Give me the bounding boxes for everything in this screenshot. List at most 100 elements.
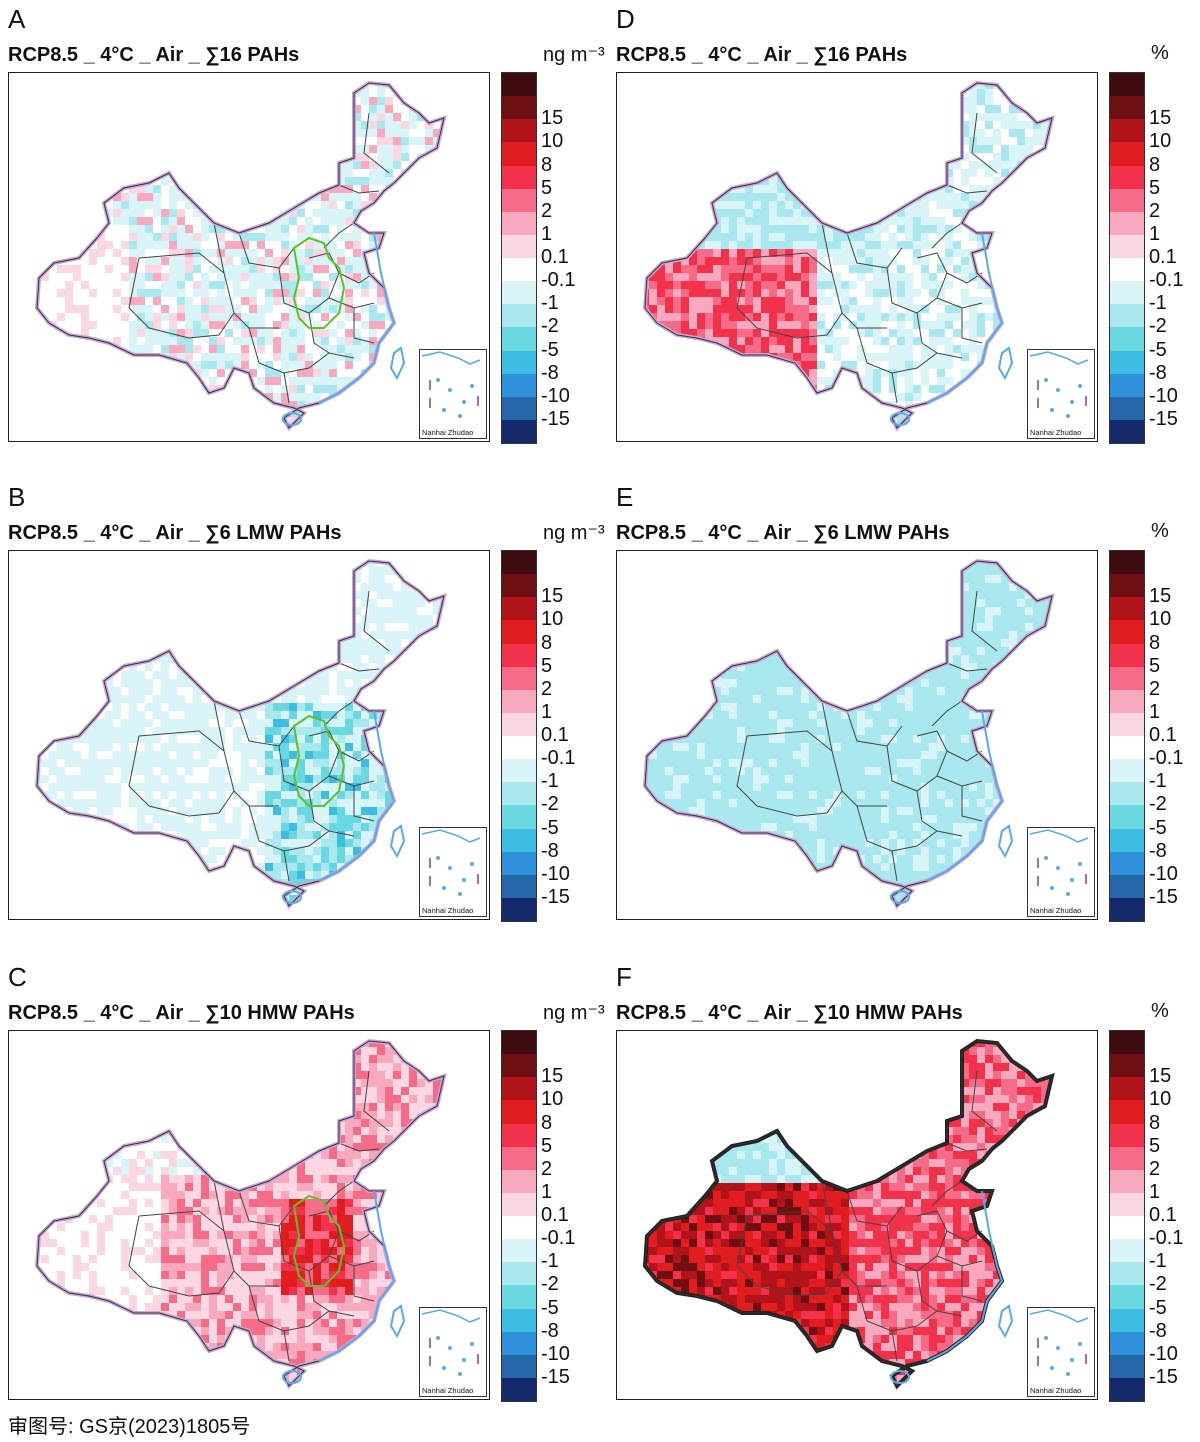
map-panel-f: F RCP8.5 _ 4°C _ Air _ ∑10 HMW PAHs% Nanha… bbox=[616, 962, 1200, 1432]
map-panel-d: D RCP8.5 _ 4°C _ Air _ ∑16 PAHs% Nanhai Zh… bbox=[616, 4, 1200, 474]
colorbar-tick-label: 15 bbox=[541, 585, 564, 608]
colorbar-tick-label: -8 bbox=[1149, 1319, 1167, 1342]
province-boundary bbox=[128, 1215, 235, 1297]
colorbar-tick-label: -1 bbox=[541, 770, 559, 793]
colorbar-tick-label: -15 bbox=[1149, 885, 1178, 908]
china-map bbox=[642, 558, 1055, 910]
colorbar-segment bbox=[1110, 373, 1144, 397]
map-panel-e: E RCP8.5 _ 4°C _ Air _ ∑6 LMW PAHs% Nanhai… bbox=[616, 482, 1200, 952]
province-boundary bbox=[916, 1270, 938, 1312]
province-boundary bbox=[238, 710, 295, 747]
province-boundary bbox=[846, 1190, 903, 1227]
province-boundary bbox=[338, 1230, 375, 1242]
colorbar-segment bbox=[1110, 281, 1144, 305]
province-boundary bbox=[248, 1285, 355, 1332]
province-boundary bbox=[308, 1270, 330, 1312]
colorbar-segment bbox=[502, 1216, 536, 1240]
colorbar-segment bbox=[1110, 1169, 1144, 1193]
province-boundary bbox=[138, 1210, 279, 1287]
province-boundary bbox=[353, 1266, 375, 1302]
colorbar-tick-label: 10 bbox=[1149, 1088, 1172, 1111]
highlight-region-boundary bbox=[292, 714, 346, 807]
colorbar-tick-label: -5 bbox=[1149, 1296, 1167, 1319]
colorbar-segment bbox=[1110, 142, 1144, 166]
colorbar-segment bbox=[1110, 234, 1144, 258]
colorbar-segment bbox=[1110, 1262, 1144, 1286]
province-boundary bbox=[946, 1142, 988, 1152]
colorbar-segment bbox=[502, 119, 536, 143]
colorbar-tick-label: -0.1 bbox=[541, 269, 576, 292]
colorbar-segment bbox=[1110, 73, 1144, 97]
province-boundary bbox=[338, 750, 375, 762]
colorbar-segment bbox=[1110, 350, 1144, 374]
colorbar-tick-label: -5 bbox=[541, 816, 559, 839]
legend-unit: ng m⁻³ bbox=[543, 522, 605, 544]
legend-unit: % bbox=[1151, 520, 1169, 542]
colorbar-segment bbox=[1110, 1077, 1144, 1101]
china-map bbox=[34, 80, 447, 432]
province-boundary bbox=[821, 222, 833, 274]
highlight-region-boundary bbox=[292, 1194, 346, 1287]
colorbar-segment bbox=[502, 1285, 536, 1309]
colorbar-segment bbox=[502, 1077, 536, 1101]
colorbar-tick-label: 8 bbox=[1149, 1111, 1161, 1134]
province-boundary bbox=[846, 710, 903, 747]
colorbar-tick-label: 8 bbox=[541, 153, 553, 176]
colorbar-segment bbox=[502, 165, 536, 189]
colorbar-segment bbox=[1110, 304, 1144, 328]
province-boundary bbox=[946, 662, 988, 672]
province-boundary bbox=[338, 1142, 380, 1152]
colorbar-segment bbox=[1110, 874, 1144, 898]
province-boundary bbox=[736, 1215, 843, 1297]
colorbar-segment bbox=[502, 1169, 536, 1193]
colorbar-segment bbox=[1110, 712, 1144, 736]
colorbar-segment bbox=[1110, 1100, 1144, 1124]
colorbar-tick-label: -0.1 bbox=[1149, 1227, 1184, 1250]
colorbar-segment bbox=[502, 304, 536, 328]
province-boundary bbox=[736, 257, 843, 339]
colorbar-segment bbox=[1110, 1054, 1144, 1078]
taiwan-island bbox=[389, 1304, 406, 1339]
province-boundary bbox=[891, 1330, 898, 1362]
legend-unit: % bbox=[1151, 42, 1169, 64]
colorbar-tick-label: -15 bbox=[541, 407, 570, 430]
colorbar-segment bbox=[1110, 1216, 1144, 1240]
province-boundary bbox=[891, 372, 898, 404]
panel-label: C bbox=[8, 962, 27, 992]
panel-title: RCP8.5 _ 4°C _ Air _ ∑10 HMW PAHs bbox=[616, 1002, 963, 1024]
colorbar-segment bbox=[1110, 1354, 1144, 1378]
china-map bbox=[34, 1038, 447, 1390]
colorbar-segment bbox=[1110, 643, 1144, 667]
colorbar-tick-label: -10 bbox=[541, 384, 570, 407]
colorbar-segment bbox=[502, 1331, 536, 1355]
colorbar-tick-label: -2 bbox=[1149, 315, 1167, 338]
colorbar-tick-label: -5 bbox=[541, 338, 559, 361]
inset-label: Nanhai Zhudao bbox=[422, 1386, 474, 1395]
colorbar-ticks: 15 10 8 5 2 1 0.1 -0.1 -1 -2 -5 -8 -10 -15 bbox=[1149, 72, 1200, 442]
colorbar-segment bbox=[502, 574, 536, 598]
province-boundary bbox=[363, 1070, 390, 1132]
colorbar-segment bbox=[502, 851, 536, 875]
colorbar-tick-label: -15 bbox=[1149, 407, 1178, 430]
china-map bbox=[642, 80, 1055, 432]
province-boundary bbox=[971, 1070, 998, 1132]
panel-label: D bbox=[616, 4, 635, 34]
colorbar-segment bbox=[1110, 419, 1144, 443]
colorbar-segment bbox=[1110, 1123, 1144, 1147]
colorbar-tick-label: 10 bbox=[541, 608, 564, 631]
colorbar-segment bbox=[1110, 1285, 1144, 1309]
colorbar-segment bbox=[502, 597, 536, 621]
colorbar-tick-label: -1 bbox=[1149, 770, 1167, 793]
inset-label: Nanhai Zhudao bbox=[1030, 1386, 1082, 1395]
province-boundary bbox=[916, 312, 938, 354]
inset-label: Nanhai Zhudao bbox=[422, 428, 474, 437]
china-map bbox=[642, 1038, 1055, 1390]
colorbar-segment bbox=[1110, 119, 1144, 143]
colorbar-tick-label: -0.1 bbox=[541, 1227, 576, 1250]
colorbar-tick-label: -0.1 bbox=[541, 747, 576, 770]
province-boundary bbox=[283, 372, 290, 404]
coastline bbox=[318, 710, 396, 882]
colorbar-segment bbox=[1110, 736, 1144, 760]
colorbar-segment bbox=[502, 1031, 536, 1055]
map-frame: Nanhai Zhudao bbox=[8, 72, 490, 442]
